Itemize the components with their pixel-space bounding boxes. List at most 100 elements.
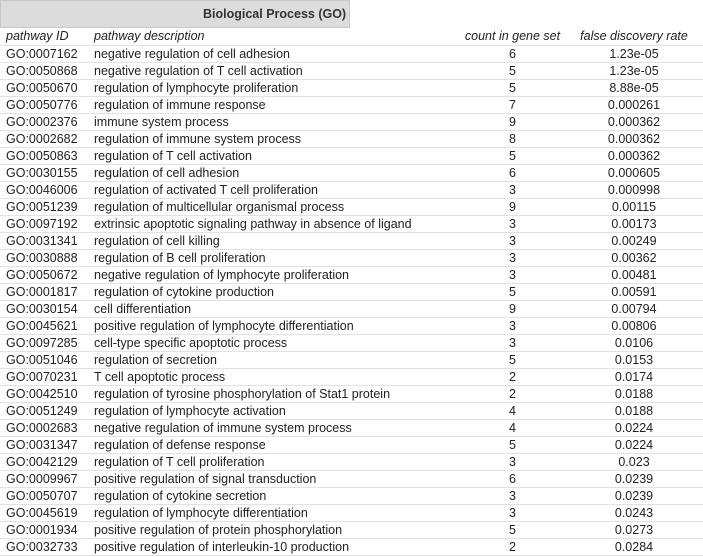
table-cell: 3 — [460, 317, 565, 335]
header-row: pathway ID pathway description count in ge… — [0, 28, 703, 46]
table-cell: regulation of cell killing — [88, 232, 460, 250]
table-cell: 5 — [460, 79, 565, 97]
table-cell: 2 — [460, 538, 565, 556]
table-cell: GO:0050707 — [0, 487, 88, 505]
table-cell: 6 — [460, 164, 565, 182]
table-cell: 9 — [460, 198, 565, 216]
table-cell: GO:0050868 — [0, 62, 88, 80]
table-row: GO:0031347 regulation of defense response… — [0, 436, 703, 454]
table-cell: 1.23e-05 — [565, 62, 703, 80]
table-row: GO:0007162 negative regulation of cell ad… — [0, 45, 703, 63]
table-cell: 3 — [460, 215, 565, 233]
column-header: count in gene set — [460, 28, 565, 46]
table-cell: 2 — [460, 385, 565, 403]
table-row: GO:0002682 regulation of immune system pr… — [0, 130, 703, 148]
table-cell: GO:0097192 — [0, 215, 88, 233]
table-cell: GO:0002682 — [0, 130, 88, 148]
table-cell: 0.0224 — [565, 436, 703, 454]
table-cell: 0.0284 — [565, 538, 703, 556]
table-cell: regulation of B cell proliferation — [88, 249, 460, 267]
table-cell: 8 — [460, 130, 565, 148]
table-row: GO:0042129 regulation of T cell prolifera… — [0, 453, 703, 471]
table-cell: extrinsic apoptotic signaling pathway in… — [88, 215, 460, 233]
table-cell: immune system process — [88, 113, 460, 131]
table-row: GO:0030154 cell differentiation 9 0.00794 — [0, 300, 703, 318]
column-header: false discovery rate — [565, 28, 703, 46]
table-cell: GO:0050863 — [0, 147, 88, 165]
table-cell: regulation of T cell activation — [88, 147, 460, 165]
table-cell: 6 — [460, 45, 565, 63]
table-row: GO:0050863 regulation of T cell activatio… — [0, 147, 703, 165]
table-cell: positive regulation of protein phosphory… — [88, 521, 460, 539]
table-cell: 4 — [460, 402, 565, 420]
table-cell: negative regulation of lymphocyte prolif… — [88, 266, 460, 284]
table-cell: regulation of tyrosine phosphorylation o… — [88, 385, 460, 403]
table-cell: 0.000362 — [565, 130, 703, 148]
table-cell: GO:0050670 — [0, 79, 88, 97]
table-row: GO:0097285 cell-type specific apoptotic p… — [0, 334, 703, 352]
table-row: GO:0045621 positive regulation of lymphoc… — [0, 317, 703, 335]
table-cell: GO:0001817 — [0, 283, 88, 301]
table-cell: GO:0031341 — [0, 232, 88, 250]
table-cell: 0.00591 — [565, 283, 703, 301]
table-cell: GO:0045621 — [0, 317, 88, 335]
table-row: GO:0002376 immune system process 9 0.000362 — [0, 113, 703, 131]
table-cell: GO:0032733 — [0, 538, 88, 556]
table-row: GO:0046006 regulation of activated T cell… — [0, 181, 703, 199]
table-cell: 0.00173 — [565, 215, 703, 233]
table-cell: GO:0050672 — [0, 266, 88, 284]
table-cell: 1.23e-05 — [565, 45, 703, 63]
table-cell: 0.0174 — [565, 368, 703, 386]
table-row: GO:0051249 regulation of lymphocyte activ… — [0, 402, 703, 420]
table-cell: 3 — [460, 266, 565, 284]
table-row: GO:0050670 regulation of lymphocyte proli… — [0, 79, 703, 97]
table-cell: positive regulation of interleukin-10 pr… — [88, 538, 460, 556]
table-cell: 0.000362 — [565, 113, 703, 131]
table-cell: 9 — [460, 113, 565, 131]
table-cell: 5 — [460, 436, 565, 454]
table-cell: GO:0002683 — [0, 419, 88, 437]
table-cell: GO:0042510 — [0, 385, 88, 403]
table-cell: 0.023 — [565, 453, 703, 471]
table-title: Biological Process (GO) — [0, 0, 350, 28]
table-cell: 5 — [460, 351, 565, 369]
table-cell: 3 — [460, 504, 565, 522]
table-cell: 0.00794 — [565, 300, 703, 318]
table-cell: regulation of lymphocyte proliferation — [88, 79, 460, 97]
table-cell: 3 — [460, 334, 565, 352]
table-cell: 0.00249 — [565, 232, 703, 250]
table-cell: 0.00806 — [565, 317, 703, 335]
column-header: pathway ID — [0, 28, 88, 46]
table-cell: regulation of cytokine secretion — [88, 487, 460, 505]
table-cell: negative regulation of immune system pro… — [88, 419, 460, 437]
table-row: GO:0097192 extrinsic apoptotic signaling … — [0, 215, 703, 233]
table-cell: GO:0030154 — [0, 300, 88, 318]
table-cell: cell-type specific apoptotic process — [88, 334, 460, 352]
table-cell: negative regulation of cell adhesion — [88, 45, 460, 63]
table-cell: GO:0051249 — [0, 402, 88, 420]
table-cell: 0.0243 — [565, 504, 703, 522]
table-cell: regulation of secretion — [88, 351, 460, 369]
table-cell: GO:0031347 — [0, 436, 88, 454]
table-row: GO:0001934 positive regulation of protein… — [0, 521, 703, 539]
table-cell: regulation of defense response — [88, 436, 460, 454]
table-cell: 0.00362 — [565, 249, 703, 267]
table-cell: regulation of immune response — [88, 96, 460, 114]
table-cell: 0.000605 — [565, 164, 703, 182]
table-cell: 0.00481 — [565, 266, 703, 284]
table-row: GO:0045619 regulation of lymphocyte diffe… — [0, 504, 703, 522]
table-cell: regulation of activated T cell prolifera… — [88, 181, 460, 199]
table-cell: 0.0239 — [565, 487, 703, 505]
table-cell: GO:0045619 — [0, 504, 88, 522]
table-row: GO:0050672 negative regulation of lymphoc… — [0, 266, 703, 284]
table-row: GO:0070231 T cell apoptotic process 2 0.017… — [0, 368, 703, 386]
table-cell: 0.0273 — [565, 521, 703, 539]
table-cell: GO:0007162 — [0, 45, 88, 63]
table-cell: 0.0153 — [565, 351, 703, 369]
table-cell: regulation of lymphocyte differentiation — [88, 504, 460, 522]
table-cell: positive regulation of lymphocyte differ… — [88, 317, 460, 335]
table-cell: 0.00115 — [565, 198, 703, 216]
table-cell: GO:0046006 — [0, 181, 88, 199]
table-row: GO:0050707 regulation of cytokine secreti… — [0, 487, 703, 505]
table-cell: 0.000362 — [565, 147, 703, 165]
